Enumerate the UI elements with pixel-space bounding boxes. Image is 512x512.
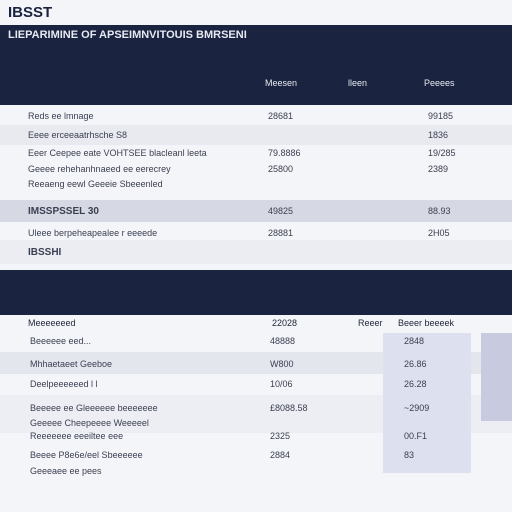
total: 1836: [428, 130, 449, 140]
amount: 79.8886: [268, 148, 301, 158]
row-label: Beeeee ee Gleeeeee beeeeeee: [30, 403, 158, 413]
banner-title: LIEPARIMINE OF APSEIMNVITOUIS BMRSENI: [8, 29, 247, 41]
column-highlight: [481, 333, 512, 421]
total: 2848: [404, 336, 425, 346]
row-label: Beeeeee eed...: [30, 336, 92, 346]
row-label: Beeee P8e6e/eel Sbeeeeee: [30, 450, 143, 460]
row-label: Reeeeeee eeeiltee eee: [30, 431, 124, 441]
amount: 49825: [268, 206, 294, 216]
row-bg: [0, 125, 512, 145]
row-label: IMSSPSSEL 30: [28, 206, 99, 217]
row-label: Reds ee lmnage: [28, 111, 94, 121]
column-header: Meesen: [265, 78, 298, 88]
total: 19/285: [428, 148, 456, 158]
amount: 28881: [268, 228, 294, 238]
row-bg: [0, 240, 512, 264]
total: 26.86: [404, 359, 427, 369]
row-label: Uleee berpeheapealee r eeeede: [28, 228, 158, 238]
amount: 28681: [268, 111, 294, 121]
column-highlight: [383, 333, 471, 473]
total: 2389: [428, 164, 449, 174]
row-label: IBSSHI: [28, 247, 62, 258]
column-header: Beeer beeeek: [398, 318, 455, 328]
total: ~2909: [404, 403, 430, 413]
total: 26.28: [404, 379, 427, 389]
row-label: Reeaeng eewl Geeeie Sbeeenled: [28, 179, 163, 189]
row-label: Geeeaee ee pees: [30, 466, 102, 476]
total: 2H05: [428, 228, 450, 238]
amount: 10/06: [270, 379, 293, 389]
row-label: Eeer Ceepee eate VOHTSEE blacleanl leeta: [28, 148, 207, 158]
row-bg: [0, 200, 512, 222]
amount: £8088.58: [270, 403, 308, 413]
column-header: Peeees: [424, 78, 455, 88]
column-header: Meeeeeeed: [28, 318, 76, 328]
row-label: Eeee erceeaatrhsche S8: [28, 130, 128, 140]
amount: 2884: [270, 450, 291, 460]
total: 83: [404, 450, 415, 460]
row-label: Mhhaetaeet Geeboe: [30, 359, 113, 369]
brand: IBSST: [8, 4, 53, 21]
row-label: Deelpeeeeeed l l: [30, 379, 98, 389]
row-label: Geeee rehehanhnaeed ee eerecrey: [28, 164, 171, 174]
banner: [0, 25, 512, 105]
column-header: lleen: [348, 78, 368, 88]
amount: 48888: [270, 336, 296, 346]
column-header: Reeer: [358, 318, 383, 328]
total: 88.93: [428, 206, 451, 216]
row-label: Geeeee Cheepeeee Weeeeel: [30, 418, 149, 428]
total: 00.F1: [404, 431, 428, 441]
total: 99185: [428, 111, 454, 121]
amount: 2325: [270, 431, 291, 441]
amount: W800: [270, 359, 294, 369]
amount: 25800: [268, 164, 294, 174]
column-header: 22028: [272, 318, 298, 328]
section-band: [0, 270, 512, 315]
